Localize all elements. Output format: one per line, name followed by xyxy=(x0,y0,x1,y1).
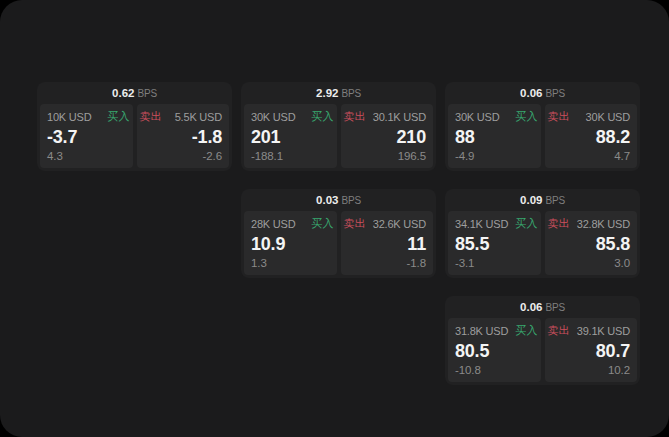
buy-price: -3.7 xyxy=(47,127,130,148)
bps-value: 0.06 xyxy=(520,301,542,313)
bps-value: 0.06 xyxy=(520,87,542,99)
sell-pane[interactable]: 卖出 32.8K USD 85.8 3.0 xyxy=(545,211,638,275)
quote-panes: 28K USD 买入 10.9 1.3 卖出 32.6K USD 11 -1.8 xyxy=(244,211,433,275)
bps-unit-label: BPS xyxy=(545,302,564,313)
sell-pane[interactable]: 卖出 30K USD 88.2 4.7 xyxy=(545,104,638,168)
sell-price: 85.8 xyxy=(548,234,631,255)
buy-price: 88 xyxy=(455,127,538,148)
buy-pane[interactable]: 10K USD 买入 -3.7 4.3 xyxy=(40,104,133,168)
sell-side-label: 卖出 xyxy=(344,109,366,124)
bps-unit-label: BPS xyxy=(137,88,156,99)
sell-size: 30.1K USD xyxy=(373,111,426,123)
buy-size: 31.8K USD xyxy=(455,325,508,337)
sell-price: 11 xyxy=(344,234,427,255)
buy-side-label: 买入 xyxy=(312,216,334,231)
quote-panes: 10K USD 买入 -3.7 4.3 卖出 5.5K USD -1.8 -2.… xyxy=(40,104,229,168)
sell-side-label: 卖出 xyxy=(548,323,570,338)
quote-card: 2.92 BPS 30K USD 买入 201 -188.1 卖出 30.1K … xyxy=(241,82,436,171)
sell-side-label: 卖出 xyxy=(548,216,570,231)
bps-unit-label: BPS xyxy=(545,195,564,206)
quote-card: 0.03 BPS 28K USD 买入 10.9 1.3 卖出 32.6K US… xyxy=(241,189,436,278)
bps-value: 0.09 xyxy=(520,194,542,206)
sell-size: 30K USD xyxy=(586,111,630,123)
quote-panes: 30K USD 买入 201 -188.1 卖出 30.1K USD 210 1… xyxy=(244,104,433,168)
sell-sub-value: 10.2 xyxy=(548,364,631,376)
buy-size: 28K USD xyxy=(251,218,295,230)
sell-pane[interactable]: 卖出 30.1K USD 210 196.5 xyxy=(341,104,434,168)
quote-card: 0.09 BPS 34.1K USD 买入 85.5 -3.1 卖出 32.8K… xyxy=(445,189,640,278)
quote-card: 0.06 BPS 31.8K USD 买入 80.5 -10.8 卖出 39.1… xyxy=(445,296,640,385)
buy-sub-value: -3.1 xyxy=(455,257,538,269)
buy-size: 10K USD xyxy=(47,111,91,123)
buy-size: 30K USD xyxy=(455,111,499,123)
card-header: 0.09 BPS xyxy=(448,189,637,211)
sell-sub-value: -1.8 xyxy=(344,257,427,269)
app-window: 0.62 BPS 10K USD 买入 -3.7 4.3 卖出 5.5K USD… xyxy=(0,0,669,437)
buy-sub-value: -10.8 xyxy=(455,364,538,376)
quote-card: 0.06 BPS 30K USD 买入 88 -4.9 卖出 30K USD 8… xyxy=(445,82,640,171)
card-header: 2.92 BPS xyxy=(244,82,433,104)
sell-price: -1.8 xyxy=(140,127,223,148)
buy-side-label: 买入 xyxy=(312,109,334,124)
sell-sub-value: 3.0 xyxy=(548,257,631,269)
card-header: 0.06 BPS xyxy=(448,82,637,104)
buy-pane[interactable]: 34.1K USD 买入 85.5 -3.1 xyxy=(448,211,541,275)
sell-side-label: 卖出 xyxy=(548,109,570,124)
sell-price: 210 xyxy=(344,127,427,148)
buy-sub-value: 1.3 xyxy=(251,257,334,269)
buy-side-label: 买入 xyxy=(516,109,538,124)
buy-pane[interactable]: 30K USD 买入 201 -188.1 xyxy=(244,104,337,168)
sell-price: 80.7 xyxy=(548,341,631,362)
sell-side-label: 卖出 xyxy=(344,216,366,231)
sell-size: 5.5K USD xyxy=(175,111,222,123)
sell-sub-value: 196.5 xyxy=(344,150,427,162)
card-header: 0.06 BPS xyxy=(448,296,637,318)
sell-price: 88.2 xyxy=(548,127,631,148)
bps-unit-label: BPS xyxy=(341,195,360,206)
bps-value: 2.92 xyxy=(316,87,338,99)
bps-value: 0.62 xyxy=(112,87,134,99)
card-header: 0.03 BPS xyxy=(244,189,433,211)
bps-unit-label: BPS xyxy=(545,88,564,99)
buy-pane[interactable]: 28K USD 买入 10.9 1.3 xyxy=(244,211,337,275)
buy-pane[interactable]: 31.8K USD 买入 80.5 -10.8 xyxy=(448,318,541,382)
sell-side-label: 卖出 xyxy=(140,109,162,124)
buy-side-label: 买入 xyxy=(516,216,538,231)
quote-panes: 30K USD 买入 88 -4.9 卖出 30K USD 88.2 4.7 xyxy=(448,104,637,168)
buy-sub-value: 4.3 xyxy=(47,150,130,162)
sell-pane[interactable]: 卖出 5.5K USD -1.8 -2.6 xyxy=(137,104,230,168)
quote-panes: 34.1K USD 买入 85.5 -3.1 卖出 32.8K USD 85.8… xyxy=(448,211,637,275)
quote-card: 0.62 BPS 10K USD 买入 -3.7 4.3 卖出 5.5K USD… xyxy=(37,82,232,171)
bps-value: 0.03 xyxy=(316,194,338,206)
sell-pane[interactable]: 卖出 32.6K USD 11 -1.8 xyxy=(341,211,434,275)
buy-side-label: 买入 xyxy=(108,109,130,124)
sell-size: 32.6K USD xyxy=(373,218,426,230)
quote-panes: 31.8K USD 买入 80.5 -10.8 卖出 39.1K USD 80.… xyxy=(448,318,637,382)
card-header: 0.62 BPS xyxy=(40,82,229,104)
sell-sub-value: -2.6 xyxy=(140,150,223,162)
buy-sub-value: -4.9 xyxy=(455,150,538,162)
sell-size: 39.1K USD xyxy=(577,325,630,337)
sell-sub-value: 4.7 xyxy=(548,150,631,162)
buy-price: 10.9 xyxy=(251,234,334,255)
buy-size: 30K USD xyxy=(251,111,295,123)
buy-price: 201 xyxy=(251,127,334,148)
buy-size: 34.1K USD xyxy=(455,218,508,230)
cards-grid: 0.62 BPS 10K USD 买入 -3.7 4.3 卖出 5.5K USD… xyxy=(0,0,669,385)
sell-pane[interactable]: 卖出 39.1K USD 80.7 10.2 xyxy=(545,318,638,382)
buy-pane[interactable]: 30K USD 买入 88 -4.9 xyxy=(448,104,541,168)
bps-unit-label: BPS xyxy=(341,88,360,99)
sell-size: 32.8K USD xyxy=(577,218,630,230)
buy-price: 85.5 xyxy=(455,234,538,255)
buy-side-label: 买入 xyxy=(516,323,538,338)
buy-sub-value: -188.1 xyxy=(251,150,334,162)
buy-price: 80.5 xyxy=(455,341,538,362)
